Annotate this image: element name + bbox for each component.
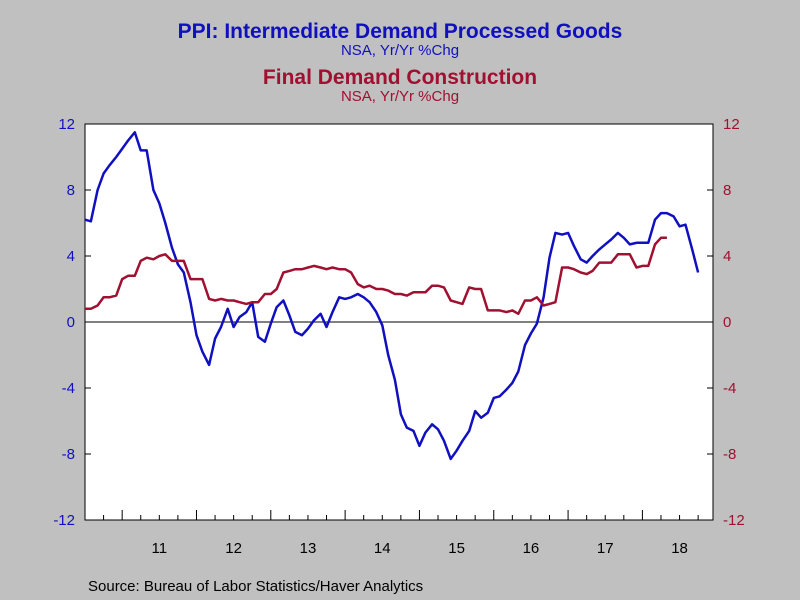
y-tick-label-left: 0 <box>67 314 75 331</box>
chart-title-1: PPI: Intermediate Demand Processed Goods <box>177 20 623 43</box>
y-tick-label-left: -4 <box>62 380 75 397</box>
y-tick-label-left: 12 <box>58 116 75 133</box>
series-line-1 <box>84 131 700 461</box>
chart-title-2: Final Demand Construction <box>262 66 538 89</box>
y-tick-label-right: 12 <box>723 116 740 133</box>
y-tick-label-left: -8 <box>62 446 75 463</box>
y-tick-label-left: 4 <box>67 248 75 265</box>
series-line-2 <box>85 236 667 316</box>
y-tick-label-left: 8 <box>67 182 75 199</box>
y-tick-label-right: -4 <box>723 380 736 397</box>
y-tick-label-right: 4 <box>723 248 731 265</box>
x-tick-label: 13 <box>300 540 317 557</box>
x-tick-label: 11 <box>152 540 168 557</box>
chart-subtitle-2: NSA, Yr/Yr %Chg <box>340 88 460 105</box>
y-tick-label-left: -12 <box>53 512 75 529</box>
y-tick-label-right: 8 <box>723 182 731 199</box>
x-tick-label: 14 <box>374 540 391 557</box>
x-tick-label: 17 <box>597 540 614 557</box>
source-note: Source: Bureau of Labor Statistics/Haver… <box>88 578 424 595</box>
y-tick-label-right: 0 <box>723 314 731 331</box>
y-tick-label-right: -8 <box>723 446 736 463</box>
chart-subtitle-1: NSA, Yr/Yr %Chg <box>340 42 460 59</box>
y-tick-label-right: -12 <box>723 512 745 529</box>
x-tick-label: 12 <box>225 540 242 557</box>
x-tick-label: 15 <box>448 540 465 557</box>
x-tick-label: 16 <box>523 540 540 557</box>
x-tick-label: 18 <box>671 540 688 557</box>
